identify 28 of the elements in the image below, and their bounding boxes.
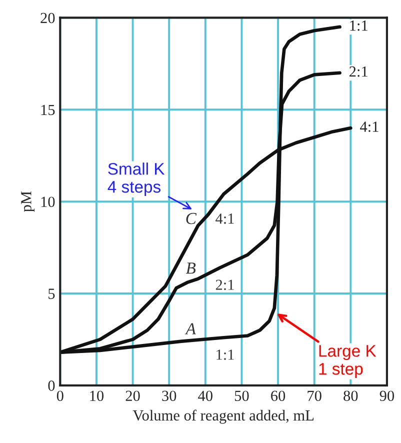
x-tick-label: 90 xyxy=(380,390,394,402)
x-tick-label: 60 xyxy=(271,390,286,402)
y-tick-label: 20 xyxy=(40,12,55,24)
x-tick-label: 10 xyxy=(90,390,104,402)
annotation: 1:1 xyxy=(216,350,234,360)
y-axis-title: pM xyxy=(21,191,34,212)
x-tick-label: 40 xyxy=(198,390,212,402)
series-label: 4:1 xyxy=(360,122,378,132)
annotation: 2:1 xyxy=(216,280,234,290)
annotation: 4:1 xyxy=(216,214,234,224)
annotation: A xyxy=(184,323,196,334)
x-tick-label: 70 xyxy=(308,390,322,402)
x-tick-label: 30 xyxy=(162,390,176,402)
x-tick-label: 0 xyxy=(56,390,64,402)
y-tick-label: 15 xyxy=(41,104,55,116)
x-tick-label: 20 xyxy=(126,390,140,402)
series-label: 2:1 xyxy=(350,66,368,77)
x-axis-title: Volume of reagent added, mL xyxy=(132,410,314,424)
annotation: C xyxy=(186,212,197,224)
y-tick-label: 0 xyxy=(48,380,55,391)
annotation: Large K 1 step xyxy=(319,345,376,378)
x-tick-label: 50 xyxy=(234,390,249,402)
y-tick-label: 10 xyxy=(41,196,55,208)
annotation: B xyxy=(186,262,196,274)
x-tick-label: 80 xyxy=(344,390,358,402)
annotation: Small K 4 steps xyxy=(108,162,165,196)
series-label: 1:1 xyxy=(350,20,368,31)
y-tick-label: 5 xyxy=(48,288,55,299)
